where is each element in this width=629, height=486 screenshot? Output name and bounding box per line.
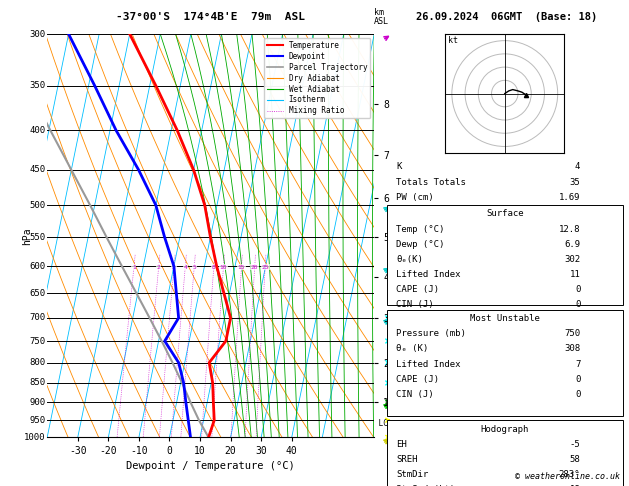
Text: 400: 400 bbox=[30, 126, 45, 135]
Text: 308: 308 bbox=[564, 345, 581, 353]
Text: Hodograph: Hodograph bbox=[481, 425, 529, 434]
Text: 450: 450 bbox=[30, 165, 45, 174]
Text: 950: 950 bbox=[30, 416, 45, 425]
Text: K: K bbox=[396, 162, 402, 172]
Text: hPa: hPa bbox=[23, 227, 33, 244]
Bar bbox=[387, 310, 623, 416]
Text: 12.8: 12.8 bbox=[559, 225, 581, 234]
Text: 3: 3 bbox=[172, 264, 176, 270]
Text: 650: 650 bbox=[30, 289, 45, 297]
Text: 4: 4 bbox=[575, 162, 581, 172]
Text: CAPE (J): CAPE (J) bbox=[396, 375, 439, 384]
Text: 0: 0 bbox=[575, 375, 581, 384]
Text: 10: 10 bbox=[220, 264, 227, 270]
Text: 0: 0 bbox=[575, 390, 581, 399]
Text: 900: 900 bbox=[30, 398, 45, 407]
Text: SREH: SREH bbox=[396, 455, 418, 464]
Text: 4: 4 bbox=[184, 264, 187, 270]
Text: kt: kt bbox=[448, 36, 458, 45]
Legend: Temperature, Dewpoint, Parcel Trajectory, Dry Adiabat, Wet Adiabat, Isotherm, Mi: Temperature, Dewpoint, Parcel Trajectory… bbox=[264, 38, 370, 119]
Text: 1: 1 bbox=[132, 264, 136, 270]
Text: θₑ (K): θₑ (K) bbox=[396, 345, 428, 353]
Text: PW (cm): PW (cm) bbox=[396, 193, 434, 202]
Text: 800: 800 bbox=[30, 358, 45, 367]
Text: 600: 600 bbox=[30, 262, 45, 271]
Text: 283°: 283° bbox=[559, 470, 581, 479]
Text: 8: 8 bbox=[212, 264, 216, 270]
Text: -5: -5 bbox=[569, 440, 581, 449]
Text: Lifted Index: Lifted Index bbox=[396, 270, 461, 279]
Text: Lifted Index: Lifted Index bbox=[396, 360, 461, 368]
Text: 850: 850 bbox=[30, 379, 45, 387]
Text: CIN (J): CIN (J) bbox=[396, 390, 434, 399]
Text: 1000: 1000 bbox=[24, 433, 45, 442]
Text: Temp (°C): Temp (°C) bbox=[396, 225, 445, 234]
Text: 5: 5 bbox=[192, 264, 196, 270]
Text: Pressure (mb): Pressure (mb) bbox=[396, 329, 466, 338]
Text: 11: 11 bbox=[569, 270, 581, 279]
Text: Surface: Surface bbox=[486, 209, 523, 219]
Text: 700: 700 bbox=[30, 313, 45, 322]
Text: 26.09.2024  06GMT  (Base: 18): 26.09.2024 06GMT (Base: 18) bbox=[416, 12, 597, 22]
Text: 1.69: 1.69 bbox=[559, 193, 581, 202]
Text: © weatheronline.co.uk: © weatheronline.co.uk bbox=[515, 472, 620, 481]
Text: 0: 0 bbox=[575, 285, 581, 295]
Text: 35: 35 bbox=[569, 178, 581, 187]
Text: EH: EH bbox=[396, 440, 407, 449]
Text: Dewp (°C): Dewp (°C) bbox=[396, 240, 445, 249]
Text: CIN (J): CIN (J) bbox=[396, 300, 434, 310]
Text: 25: 25 bbox=[262, 264, 269, 270]
Text: 6.9: 6.9 bbox=[564, 240, 581, 249]
Text: 58: 58 bbox=[569, 455, 581, 464]
Text: 7: 7 bbox=[575, 360, 581, 368]
Text: 15: 15 bbox=[238, 264, 245, 270]
Text: Most Unstable: Most Unstable bbox=[470, 314, 540, 323]
Text: 302: 302 bbox=[564, 255, 581, 264]
Text: 750: 750 bbox=[30, 336, 45, 346]
Text: 20: 20 bbox=[251, 264, 259, 270]
Text: Totals Totals: Totals Totals bbox=[396, 178, 466, 187]
Bar bbox=[387, 205, 623, 305]
Text: LCL: LCL bbox=[374, 419, 392, 428]
Bar bbox=[387, 420, 623, 486]
Text: 350: 350 bbox=[30, 81, 45, 90]
Text: θₑ(K): θₑ(K) bbox=[396, 255, 423, 264]
Text: CAPE (J): CAPE (J) bbox=[396, 285, 439, 295]
Text: 0: 0 bbox=[575, 300, 581, 310]
Text: km
ASL: km ASL bbox=[374, 8, 389, 26]
Text: 2: 2 bbox=[157, 264, 160, 270]
Text: 750: 750 bbox=[564, 329, 581, 338]
Text: 550: 550 bbox=[30, 233, 45, 242]
Text: -37°00'S  174°4B'E  79m  ASL: -37°00'S 174°4B'E 79m ASL bbox=[116, 12, 305, 22]
X-axis label: Dewpoint / Temperature (°C): Dewpoint / Temperature (°C) bbox=[126, 461, 295, 470]
Text: 300: 300 bbox=[30, 30, 45, 38]
Text: 500: 500 bbox=[30, 201, 45, 209]
Text: StmDir: StmDir bbox=[396, 470, 428, 479]
